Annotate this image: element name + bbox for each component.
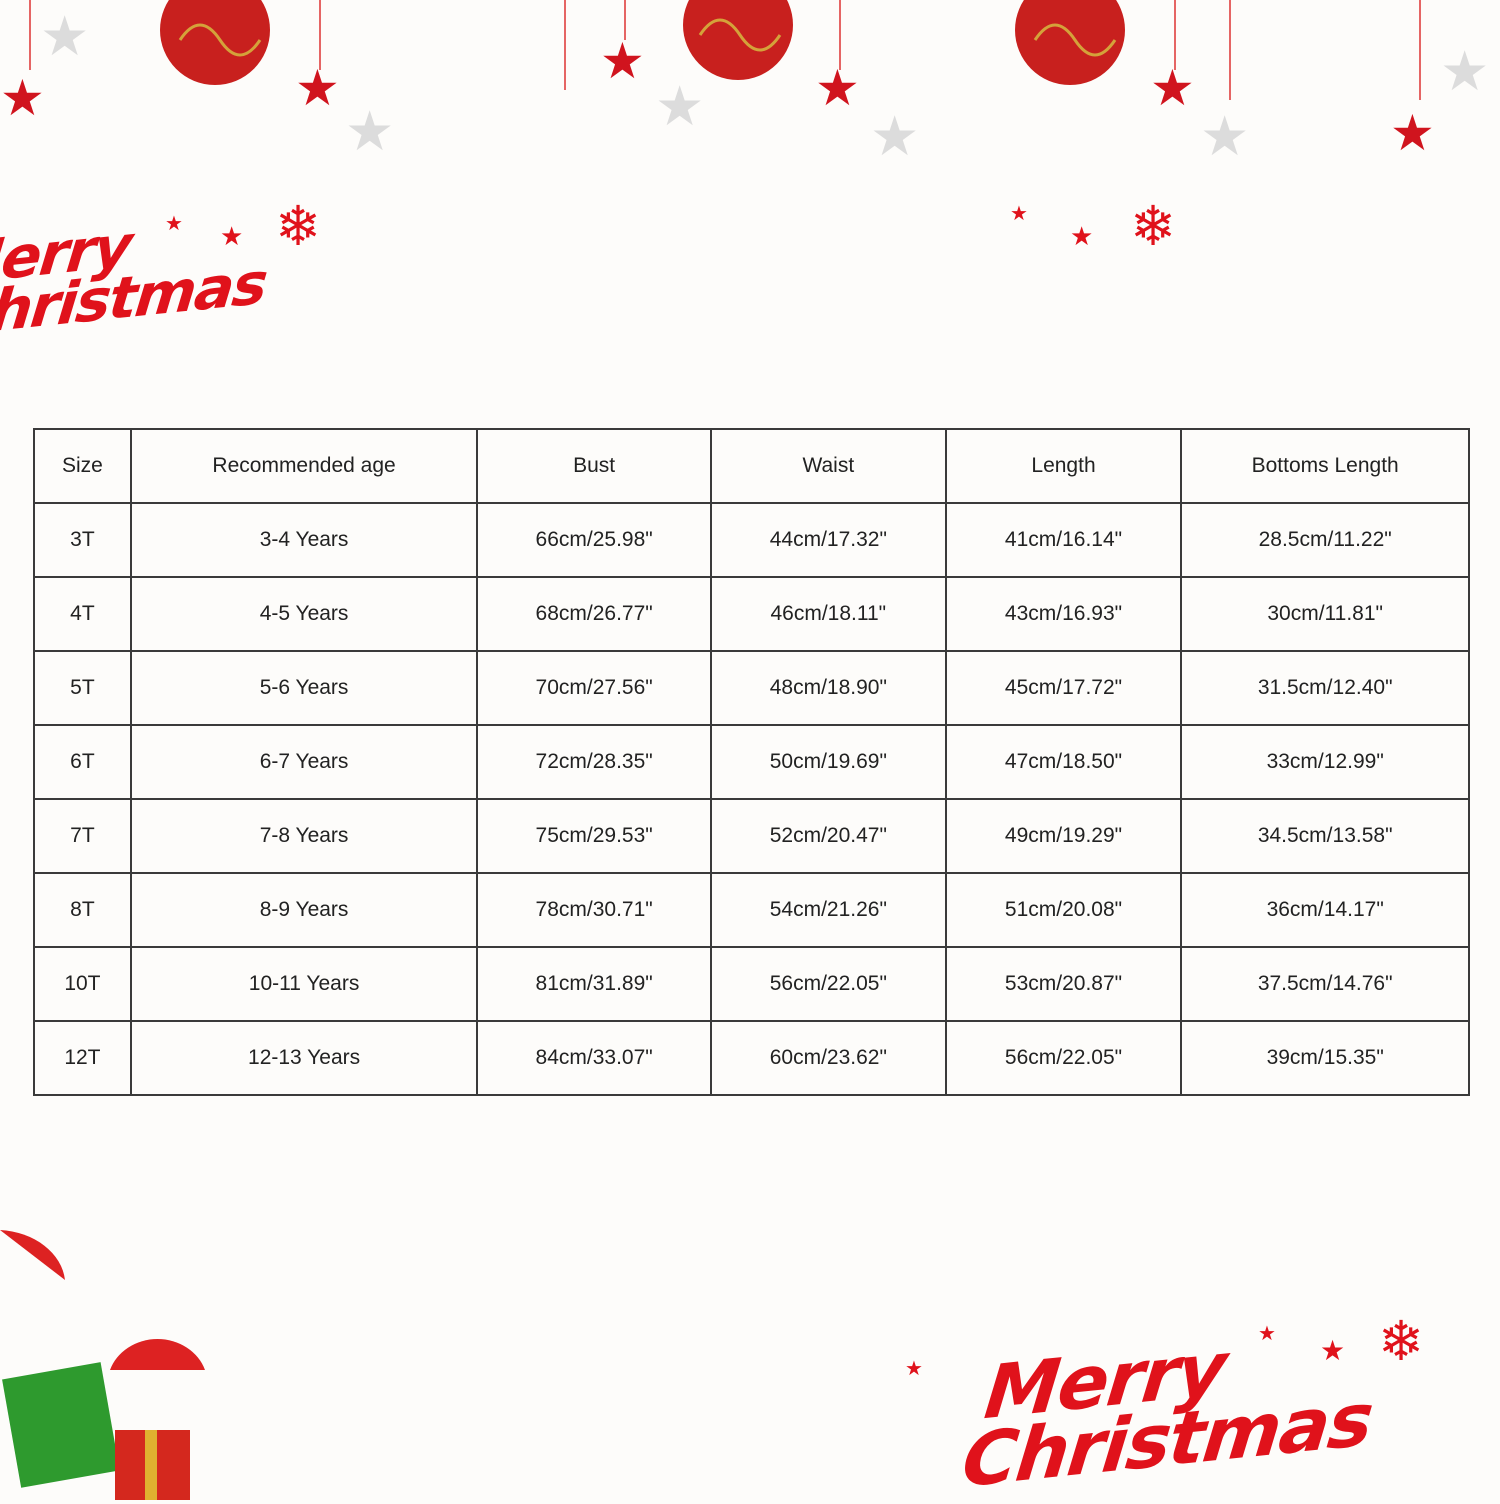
table-cell: 47cm/18.50" <box>944 724 1183 800</box>
svg-text:❄: ❄ <box>275 194 321 258</box>
column-header: Length <box>944 428 1183 504</box>
svg-text:★: ★ <box>1320 1334 1345 1367</box>
svg-text:★: ★ <box>905 1356 923 1380</box>
table-cell: 53cm/20.87" <box>944 946 1183 1022</box>
table-cell: 44cm/17.32" <box>709 502 947 578</box>
table-cell: 4T <box>33 576 132 652</box>
table-row: 7T 7-8 Years 75cm/29.53" 52cm/20.47" 49cm/19… <box>33 798 1470 874</box>
table-cell: 12T <box>33 1020 132 1096</box>
table-cell: 37.5cm/14.76" <box>1180 946 1470 1022</box>
table-cell: 70cm/27.56" <box>476 650 712 726</box>
table-cell: 8-9 Years <box>129 872 479 948</box>
table-cell: 45cm/17.72" <box>944 650 1183 726</box>
svg-text:★: ★ <box>600 32 645 90</box>
column-header: Bust <box>476 428 712 504</box>
table-cell: 41cm/16.14" <box>944 502 1183 578</box>
svg-text:★: ★ <box>1200 104 1249 168</box>
svg-text:❄: ❄ <box>1130 194 1176 258</box>
table-cell: 39cm/15.35" <box>1180 1020 1470 1096</box>
table-row: 12T 12-13 Years 84cm/33.07" 60cm/23.62" 56cm… <box>33 1020 1470 1096</box>
table-row: 6T 6-7 Years 72cm/28.35" 50cm/19.69" 47cm/18… <box>33 724 1470 800</box>
svg-text:★: ★ <box>220 222 243 252</box>
svg-text:★: ★ <box>1070 222 1093 252</box>
table-cell: 4-5 Years <box>129 576 479 652</box>
table-cell: 56cm/22.05" <box>709 946 947 1022</box>
table-cell: 10-11 Years <box>129 946 479 1022</box>
svg-text:★: ★ <box>345 99 394 163</box>
table-cell: 34.5cm/13.58" <box>1180 798 1470 874</box>
table-cell: 5-6 Years <box>129 650 479 726</box>
table-cell: 84cm/33.07" <box>476 1020 712 1096</box>
table-cell: 66cm/25.98" <box>476 502 712 578</box>
svg-text:★: ★ <box>295 59 340 117</box>
svg-text:★: ★ <box>0 69 45 127</box>
table-cell: 46cm/18.11" <box>709 576 947 652</box>
table-cell: 12-13 Years <box>129 1020 479 1096</box>
svg-text:★: ★ <box>1440 39 1489 103</box>
table-cell: 28.5cm/11.22" <box>1180 502 1470 578</box>
column-header: Bottoms Length <box>1180 428 1470 504</box>
table-cell: 7T <box>33 798 132 874</box>
table-cell: 3-4 Years <box>129 502 479 578</box>
table-cell: 50cm/19.69" <box>709 724 947 800</box>
table-cell: 5T <box>33 650 132 726</box>
svg-text:❄: ❄ <box>1378 1309 1424 1373</box>
table-cell: 72cm/28.35" <box>476 724 712 800</box>
table-header-row: Size Recommended age Bust Waist Length Bottom… <box>33 428 1470 504</box>
table-cell: 36cm/14.17" <box>1180 872 1470 948</box>
size-chart-table: Size Recommended age Bust Waist Length Bottom… <box>33 428 1470 1096</box>
svg-text:★: ★ <box>815 59 860 117</box>
column-header: Size <box>33 428 132 504</box>
table-cell: 6-7 Years <box>129 724 479 800</box>
table-cell: 60cm/23.62" <box>709 1020 947 1096</box>
table-row: 8T 8-9 Years 78cm/30.71" 54cm/21.26" 51cm/20… <box>33 872 1470 948</box>
table-cell: 3T <box>33 502 132 578</box>
table-cell: 48cm/18.90" <box>709 650 947 726</box>
svg-text:★: ★ <box>1258 1321 1276 1345</box>
table-row: 10T 10-11 Years 81cm/31.89" 56cm/22.05" 53cm… <box>33 946 1470 1022</box>
table-cell: 33cm/12.99" <box>1180 724 1470 800</box>
table-cell: 78cm/30.71" <box>476 872 712 948</box>
parachute-gifts-decoration <box>0 1230 205 1500</box>
svg-text:★: ★ <box>1010 201 1028 225</box>
table-cell: 68cm/26.77" <box>476 576 712 652</box>
table-cell: 56cm/22.05" <box>944 1020 1183 1096</box>
ornament-ball <box>683 0 793 80</box>
table-cell: 43cm/16.93" <box>944 576 1183 652</box>
table-cell: 8T <box>33 872 132 948</box>
table-cell: 75cm/29.53" <box>476 798 712 874</box>
table-row: 5T 5-6 Years 70cm/27.56" 48cm/18.90" 45cm/17… <box>33 650 1470 726</box>
column-header: Waist <box>709 428 947 504</box>
table-cell: 6T <box>33 724 132 800</box>
table-row: 4T 4-5 Years 68cm/26.77" 46cm/18.11" 43cm/16… <box>33 576 1470 652</box>
table-cell: 49cm/19.29" <box>944 798 1183 874</box>
table-cell: 7-8 Years <box>129 798 479 874</box>
table-row: 3T 3-4 Years 66cm/25.98" 44cm/17.32" 41cm/16… <box>33 502 1470 578</box>
svg-text:★: ★ <box>655 74 704 138</box>
table-cell: 51cm/20.08" <box>944 872 1183 948</box>
table-cell: 54cm/21.26" <box>709 872 947 948</box>
svg-text:★: ★ <box>165 211 183 235</box>
column-header: Recommended age <box>129 428 479 504</box>
svg-text:★: ★ <box>870 104 919 168</box>
ornament-ball <box>160 0 270 85</box>
ornament-ball <box>1015 0 1125 85</box>
hanging-ornaments-decoration: ★ ★ ★ ★ ★★ ★★ ★ ★ ★★ <box>0 0 1489 168</box>
svg-text:★: ★ <box>40 4 89 68</box>
table-cell: 31.5cm/12.40" <box>1180 650 1470 726</box>
svg-text:★: ★ <box>1390 104 1435 162</box>
table-cell: 10T <box>33 946 132 1022</box>
svg-text:★: ★ <box>1150 59 1195 117</box>
table-cell: 81cm/31.89" <box>476 946 712 1022</box>
table-cell: 30cm/11.81" <box>1180 576 1470 652</box>
table-cell: 52cm/20.47" <box>709 798 947 874</box>
